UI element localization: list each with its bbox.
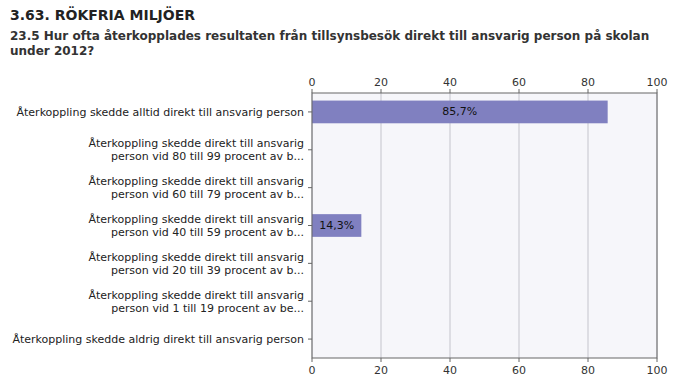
category-label-line: person vid 1 till 19 procent av be...: [111, 301, 304, 314]
category-label: Återkoppling skedde direkt till ansvarig…: [88, 213, 304, 239]
bar: [312, 214, 361, 237]
subtitle-line: under 2012?: [10, 44, 94, 58]
category-label-line: Återkoppling skedde direkt till ansvarig: [88, 175, 304, 188]
tick-label: 80: [581, 76, 595, 89]
category-label: Återkoppling skedde direkt till ansvarig…: [88, 137, 304, 163]
category-label-line: person vid 60 till 79 procent av b...: [111, 188, 304, 201]
subtitle: 23.5 Hur ofta återkopplades resultaten f…: [10, 29, 649, 58]
bars: [312, 101, 608, 237]
tick-label: 40: [443, 364, 457, 377]
tick-mark: [588, 89, 589, 93]
grid: [312, 93, 657, 358]
data-label: 85,7%: [442, 105, 477, 118]
tick-label: 0: [309, 364, 316, 377]
y-axis: Återkoppling skedde alltid direkt till a…: [12, 105, 312, 345]
tick-label: 100: [647, 364, 668, 377]
tick-mark: [312, 358, 313, 362]
tick-label: 20: [374, 76, 388, 89]
tick-mark: [450, 89, 451, 93]
category-label-line: person vid 20 till 39 procent av b...: [111, 263, 304, 276]
chart-svg: 3.63. RÖKFRIA MILJÖER 23.5 Hur ofta återk…: [0, 0, 681, 386]
category-label: Återkoppling skedde aldrig direkt till a…: [12, 333, 304, 346]
category-label-line: person vid 80 till 99 procent av b...: [111, 150, 304, 163]
bar: [312, 101, 608, 124]
tick-mark: [312, 89, 313, 93]
tick-mark: [450, 358, 451, 362]
chart-container: 3.63. RÖKFRIA MILJÖER 23.5 Hur ofta återk…: [0, 0, 681, 386]
category-label: Återkoppling skedde direkt till ansvarig…: [88, 288, 304, 314]
tick-label: 80: [581, 364, 595, 377]
tick-mark: [308, 225, 312, 226]
tick-mark: [308, 187, 312, 188]
category-label-line: Återkoppling skedde alltid direkt till a…: [17, 105, 305, 118]
tick-label: 0: [309, 76, 316, 89]
tick-mark: [308, 111, 312, 112]
tick-label: 60: [512, 76, 526, 89]
tick-label: 40: [443, 76, 457, 89]
tick-mark: [588, 358, 589, 362]
category-label-line: Återkoppling skedde aldrig direkt till a…: [12, 333, 304, 346]
tick-mark: [519, 358, 520, 362]
subtitle-line: 23.5 Hur ofta återkopplades resultaten f…: [10, 29, 649, 43]
tick-mark: [381, 358, 382, 362]
category-label-line: Återkoppling skedde direkt till ansvarig: [88, 213, 304, 226]
x-axis: 0 0 20 20 40 40 60 60 80 80 100 100: [309, 76, 668, 377]
category-label-line: Återkoppling skedde direkt till ansvarig: [88, 137, 304, 150]
tick-label: 20: [374, 364, 388, 377]
title: 3.63. RÖKFRIA MILJÖER: [10, 6, 195, 23]
data-label: 14,3%: [319, 219, 354, 232]
plot-background: [312, 93, 657, 358]
grid-line: [450, 93, 451, 358]
tick-mark: [308, 339, 312, 340]
grid-line: [588, 93, 589, 358]
tick-label: 60: [512, 364, 526, 377]
category-label: Återkoppling skedde direkt till ansvarig…: [88, 175, 304, 201]
plot-frame: [312, 93, 657, 358]
category-label-line: Återkoppling skedde direkt till ansvarig: [88, 250, 304, 263]
grid-line: [519, 93, 520, 358]
tick-mark: [657, 358, 658, 362]
tick-mark: [657, 89, 658, 93]
tick-mark: [308, 263, 312, 264]
category-label: Återkoppling skedde alltid direkt till a…: [17, 105, 305, 118]
category-label: Återkoppling skedde direkt till ansvarig…: [88, 250, 304, 276]
tick-mark: [308, 301, 312, 302]
grid-line: [381, 93, 382, 358]
data-labels: 85,7% 14,3%: [319, 105, 477, 232]
tick-label: 100: [647, 76, 668, 89]
tick-mark: [519, 89, 520, 93]
tick-mark: [308, 149, 312, 150]
category-label-line: person vid 40 till 59 procent av b...: [111, 226, 304, 239]
category-label-line: Återkoppling skedde direkt till ansvarig: [88, 288, 304, 301]
tick-mark: [381, 89, 382, 93]
